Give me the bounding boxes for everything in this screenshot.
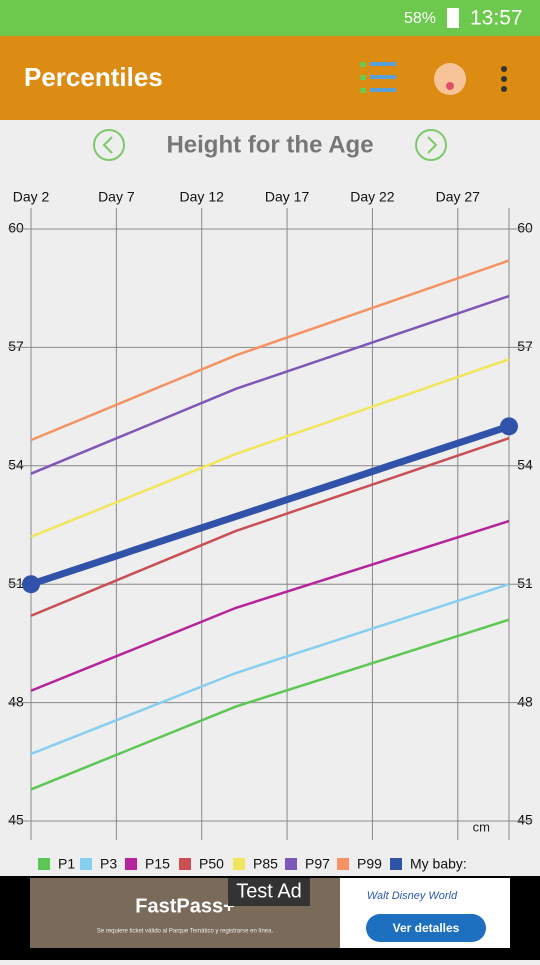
y-unit: cm <box>473 819 490 834</box>
x-tick-label: Day 12 <box>180 189 225 205</box>
legend-swatch <box>179 858 191 870</box>
legend-label: P97 <box>305 856 330 872</box>
baby-mouth <box>446 82 454 90</box>
ad-banner[interactable]: FastPass+ Se requiere ticket válido al P… <box>30 878 510 948</box>
series-line <box>30 618 510 791</box>
y-tick-label-right: 60 <box>517 220 533 236</box>
legend-swatch <box>80 858 92 870</box>
y-tick-label-right: 48 <box>517 693 533 709</box>
legend-swatch <box>390 858 402 870</box>
x-tick-label: Day 27 <box>436 189 481 205</box>
list-button[interactable] <box>360 62 396 93</box>
series-line <box>30 583 510 756</box>
y-tick-label-right: 51 <box>517 575 533 591</box>
y-tick-label: 48 <box>8 693 24 709</box>
legend-swatch <box>233 858 245 870</box>
next-button[interactable] <box>415 129 447 161</box>
series-line <box>30 358 510 538</box>
more-button[interactable] <box>501 66 507 92</box>
ad-button: Ver detalles <box>393 921 460 935</box>
legend-label: P50 <box>199 856 224 872</box>
ad-note: Se requiere ticket válido al Parque Temá… <box>97 929 274 935</box>
legend-swatch <box>38 858 50 870</box>
app-title: Percentiles <box>24 62 163 92</box>
legend-label: P1 <box>58 856 75 872</box>
chart-title: Height for the Age <box>166 131 373 158</box>
plot: Day 2 Day 7 Day 12 Day 17 Day 22 Day 27 45 45 48… <box>8 189 533 840</box>
y-tick-label: 45 <box>8 812 24 828</box>
series-line <box>30 436 510 617</box>
series-line <box>30 294 510 475</box>
x-tick-label: Day 17 <box>265 189 310 205</box>
clock: 13:57 <box>470 7 523 30</box>
ad-badge: Test Ad <box>236 880 302 902</box>
series-line <box>30 259 510 442</box>
legend-label: P99 <box>357 856 382 872</box>
battery: 58% <box>404 10 436 27</box>
prev-button[interactable] <box>93 129 125 161</box>
legend-label: My baby: <box>410 856 467 872</box>
battery-icon <box>447 8 459 28</box>
legend-swatch <box>337 858 349 870</box>
ad-brand: FastPass+ <box>135 895 235 917</box>
x-tick-label: Day 2 <box>13 189 50 205</box>
legend-label: P85 <box>253 856 278 872</box>
x-tick-label: Day 7 <box>98 189 135 205</box>
legend-swatch <box>285 858 297 870</box>
legend: P1 P3 P15 P50 P85 P97 P99 My baby: <box>38 856 467 872</box>
y-tick-label-right: 57 <box>517 338 533 354</box>
y-tick-label-right: 45 <box>517 812 533 828</box>
y-tick-label-right: 54 <box>517 457 533 473</box>
legend-label: P3 <box>100 856 117 872</box>
legend-swatch <box>125 858 137 870</box>
y-tick-label: 54 <box>8 457 24 473</box>
series-line <box>30 519 510 692</box>
y-tick-label: 57 <box>8 338 24 354</box>
point <box>22 575 40 594</box>
ad-advertiser: Walt Disney World <box>367 890 458 902</box>
x-tick-label: Day 22 <box>350 189 395 205</box>
series-line <box>29 423 511 588</box>
point <box>500 417 518 436</box>
y-tick-label: 60 <box>8 220 24 236</box>
legend-label: P15 <box>145 856 170 872</box>
baby-button[interactable] <box>434 63 466 95</box>
y-tick-label: 51 <box>8 575 24 591</box>
